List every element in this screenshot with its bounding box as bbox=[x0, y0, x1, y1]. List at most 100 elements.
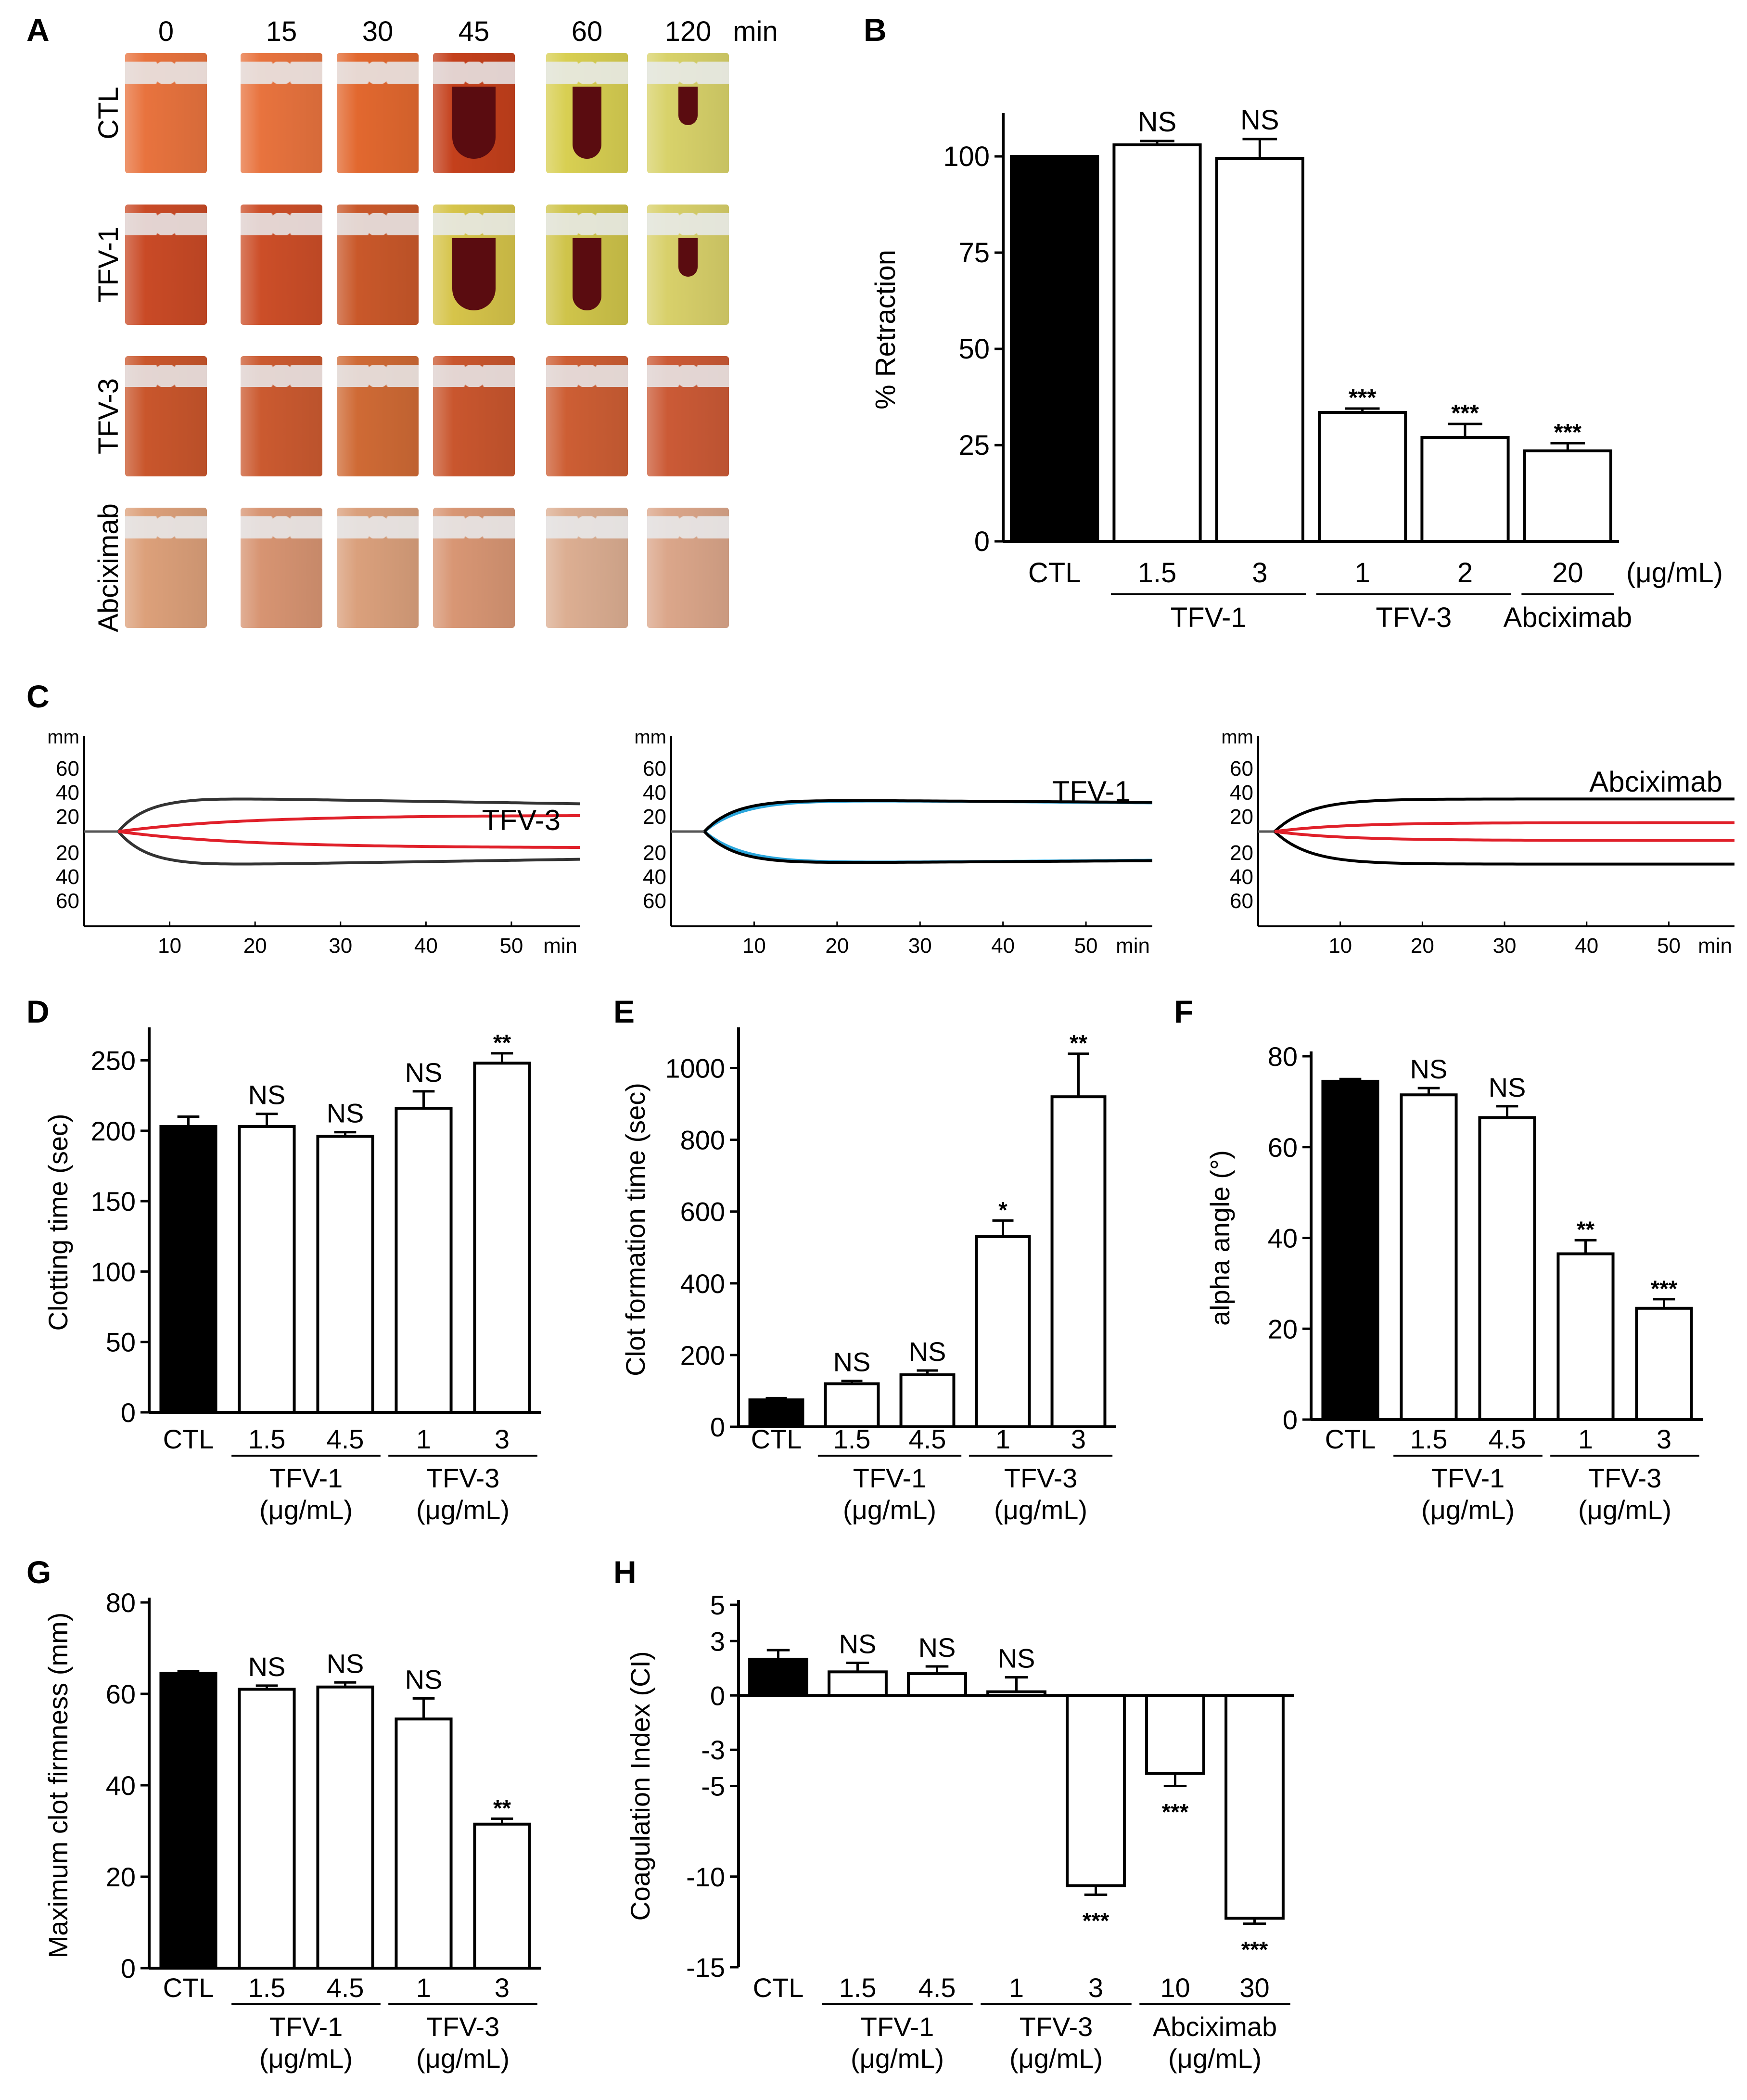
tube-photo bbox=[337, 356, 419, 476]
x-category-label: 1 bbox=[1355, 557, 1370, 589]
x-category-label: 3 bbox=[495, 1424, 510, 1454]
y-tick-label: 40 bbox=[56, 865, 79, 889]
significance-label: NS bbox=[1240, 104, 1279, 136]
retracted-clot bbox=[452, 238, 496, 310]
bar-3 bbox=[1215, 157, 1304, 543]
y-tick-label: 200 bbox=[680, 1340, 725, 1370]
trace-ctl-lower bbox=[117, 830, 580, 866]
tube-rim bbox=[433, 516, 515, 538]
tube-rim bbox=[546, 516, 628, 538]
trace-label: TFV-3 bbox=[482, 804, 561, 836]
group-unit-label: (μg/mL) bbox=[1421, 1495, 1515, 1525]
trace-ctl-lower bbox=[1274, 830, 1734, 866]
significance-label: NS bbox=[998, 1643, 1035, 1674]
tube-rim bbox=[241, 62, 322, 84]
significance-label: NS bbox=[248, 1652, 286, 1682]
x-category-label: CTL bbox=[163, 1424, 214, 1454]
y-tick-label: 3 bbox=[710, 1626, 725, 1656]
x-category-label: CTL bbox=[753, 1972, 804, 2003]
x-tick-label: 40 bbox=[1575, 934, 1598, 958]
bar-1.5 bbox=[824, 1382, 880, 1428]
group-label: TFV-3 bbox=[1004, 1463, 1077, 1493]
y-tick-label: 100 bbox=[943, 141, 990, 172]
significance-label: * bbox=[998, 1197, 1007, 1223]
bar-CTL bbox=[1010, 155, 1099, 543]
x-category-label: 1 bbox=[995, 1424, 1010, 1454]
panel-label-h: H bbox=[613, 1554, 637, 1590]
group-unit-label: (μg/mL) bbox=[1009, 2043, 1103, 2074]
tube-photo bbox=[125, 53, 207, 173]
tube-rim bbox=[337, 62, 419, 84]
y-tick-label: 60 bbox=[643, 889, 666, 913]
panel-d-chart: 0 50 100 150 200 250 Clotting time (sec) CTL NS 1… bbox=[43, 1027, 541, 1525]
y-unit-label: mm bbox=[634, 727, 666, 748]
significance-label: ** bbox=[493, 1030, 511, 1056]
retracted-clot bbox=[678, 238, 698, 277]
y-tick-label: 150 bbox=[91, 1186, 136, 1216]
tube-photo bbox=[546, 356, 628, 476]
y-tick-label: 40 bbox=[106, 1770, 136, 1801]
x-tick-label: 30 bbox=[1493, 934, 1517, 958]
tube-photo bbox=[647, 205, 729, 325]
y-tick-label: 0 bbox=[974, 526, 990, 557]
x-category-label: 1.5 bbox=[839, 1972, 877, 2003]
group-unit-label: (μg/mL) bbox=[994, 1495, 1087, 1525]
bar-3 bbox=[1635, 1306, 1693, 1421]
significance-label: NS bbox=[327, 1098, 364, 1128]
trace-ctl-lower bbox=[703, 830, 1152, 864]
significance-label: *** bbox=[1162, 1800, 1189, 1825]
group-label: TFV-1 bbox=[269, 2011, 343, 2042]
significance-label: *** bbox=[1241, 1937, 1268, 1963]
y-tick-label: 0 bbox=[121, 1397, 136, 1428]
significance-label: *** bbox=[1349, 384, 1377, 411]
x-tick-label: 20 bbox=[243, 934, 267, 958]
y-tick-label: 60 bbox=[106, 1679, 136, 1709]
tube-rim bbox=[647, 213, 729, 235]
time-label-120: 120 bbox=[665, 16, 712, 47]
significance-label: *** bbox=[1083, 1908, 1109, 1934]
tube-photo bbox=[433, 205, 515, 325]
tube-rim bbox=[125, 213, 207, 235]
x-category-label: 3 bbox=[1657, 1424, 1671, 1454]
x-unit-label: min bbox=[1698, 934, 1732, 958]
panel-f-chart: 0 20 40 60 80 alpha angle (°) CTL NS 1.5 NS 4.5 ** 1… bbox=[1205, 1041, 1703, 1525]
bar-CTL bbox=[159, 1125, 217, 1414]
y-tick-label: 80 bbox=[106, 1588, 136, 1618]
x-category-label: 1 bbox=[1578, 1424, 1593, 1454]
x-category-label: 4.5 bbox=[918, 1972, 956, 2003]
y-axis-label: % Retraction bbox=[870, 250, 901, 410]
tube-rim bbox=[337, 213, 419, 235]
tube-photo bbox=[241, 205, 322, 325]
x-tick-label: 10 bbox=[742, 934, 766, 958]
retracted-clot bbox=[678, 87, 698, 125]
group-label: TFV-3 bbox=[426, 2011, 499, 2042]
bar-2 bbox=[1420, 436, 1510, 543]
y-tick-label: 1000 bbox=[665, 1053, 725, 1084]
x-category-label: 1 bbox=[416, 1424, 431, 1454]
bar-4.5 bbox=[316, 1135, 374, 1414]
x-category-label: 3 bbox=[1252, 557, 1267, 589]
bar-1 bbox=[1318, 411, 1407, 543]
retracted-clot bbox=[573, 87, 601, 159]
y-tick-label: 0 bbox=[121, 1953, 136, 1984]
x-category-label: 1 bbox=[416, 1972, 431, 2003]
y-tick-label: 40 bbox=[1230, 781, 1253, 805]
y-tick-label: 40 bbox=[56, 781, 79, 805]
trace-label: Abciximab bbox=[1589, 766, 1722, 798]
significance-label: NS bbox=[833, 1347, 871, 1377]
tube-photo bbox=[125, 508, 207, 628]
bar-4.5 bbox=[316, 1685, 374, 1970]
tube-photo bbox=[546, 53, 628, 173]
significance-label: NS bbox=[1410, 1054, 1448, 1084]
panel-h-chart: -15 -10 -5 -3 0 3 5 Coagulation Index (CI) CTL NS… bbox=[625, 1590, 1294, 2074]
panel-g-chart: 0 20 40 60 80 Maximum clot firmness (mm) CTL NS… bbox=[43, 1588, 541, 2074]
y-tick-label: -15 bbox=[686, 1952, 725, 1983]
significance-label: NS bbox=[1489, 1072, 1526, 1102]
y-tick-label: 60 bbox=[1230, 757, 1253, 781]
bar-30 bbox=[1224, 1694, 1285, 1920]
x-tick-label: 30 bbox=[329, 934, 352, 958]
bar-CTL bbox=[1321, 1079, 1379, 1421]
trace-ctl-upper bbox=[1274, 797, 1734, 833]
y-tick-label: 25 bbox=[958, 430, 990, 461]
